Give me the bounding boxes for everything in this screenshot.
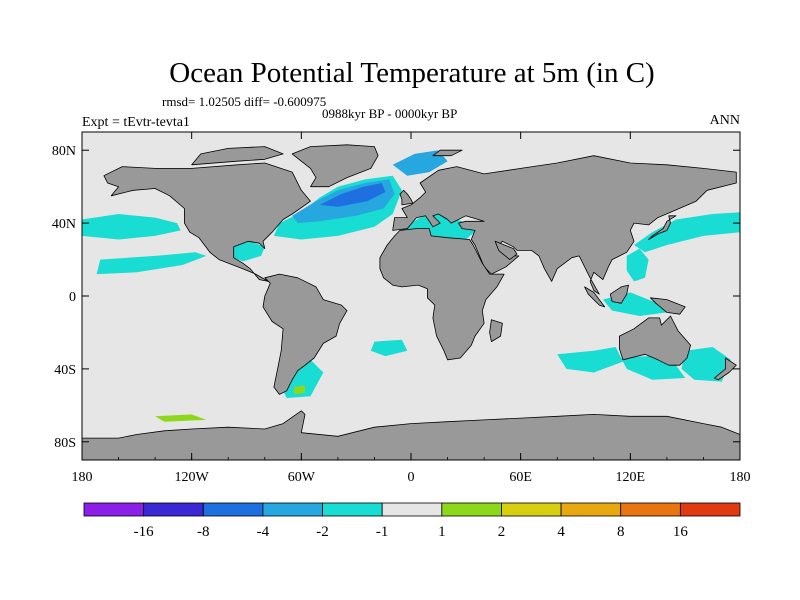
x-tick-label: 180: [730, 470, 751, 485]
anomaly-gulf-mexico: [233, 241, 265, 262]
land-north-america: [103, 162, 311, 282]
colorbar-swatch: [560, 502, 622, 517]
land-canadian-arctic: [191, 146, 284, 166]
x-tick-label: 60E: [509, 470, 532, 485]
anomaly-west-pacific: [626, 248, 649, 282]
colorbar-label: -1: [376, 524, 389, 540]
anomaly-south-atlantic: [370, 339, 408, 357]
land-new-zealand: [714, 357, 737, 381]
land-britain: [399, 189, 414, 206]
x-axis: 180 120W 60W 0 60E 120E 180: [72, 132, 751, 485]
anomaly-ross-green: [155, 414, 207, 422]
anomaly-nordic-seas: [392, 150, 448, 176]
y-axis: 80N 40N 0 40S 80S: [52, 144, 740, 451]
colorbar: -16 -8 -4 -2 -1 1 2 4 8 16: [83, 502, 741, 540]
land-new-guinea: [650, 297, 686, 315]
land-antarctica: [81, 410, 741, 461]
anomaly-labrador-deep: [319, 183, 386, 207]
colorbar-label: -8: [197, 524, 210, 540]
land-svalbard: [432, 149, 463, 157]
colorbar-label: 2: [498, 524, 506, 540]
y-tick-label: 80S: [54, 436, 76, 451]
anomaly-east-indian: [557, 347, 623, 373]
y-tick-label: 80N: [52, 144, 76, 159]
colorbar-swatch: [143, 502, 204, 517]
anomaly-north-pacific-band: [82, 214, 181, 240]
land-africa: [379, 228, 505, 361]
land-japan: [648, 215, 677, 240]
land-eurasia: [392, 155, 737, 295]
subtitle-label: 0988kyr BP - 0000kyr BP: [322, 106, 457, 121]
colorbar-label: -4: [257, 524, 270, 540]
land-australia: [619, 315, 691, 366]
colorbar-label: 4: [557, 524, 565, 540]
colorbar-swatch: [202, 502, 264, 517]
land-south-america: [262, 273, 348, 395]
map-plot-area: [81, 131, 741, 461]
experiment-label: Expt = tEvtr-tevta1: [82, 115, 190, 130]
chart-title: Ocean Potential Temperature at 5m (in C): [169, 57, 654, 89]
x-tick-label: 120W: [175, 470, 210, 485]
anomaly-south-australia: [621, 356, 686, 380]
colorbar-swatch: [83, 502, 145, 517]
colorbar-swatch: [679, 502, 741, 517]
x-tick-label: 180: [72, 470, 93, 485]
season-label: ANN: [710, 113, 740, 128]
x-tick-label: 0: [408, 470, 415, 485]
y-tick-label: 40S: [54, 363, 76, 378]
anomaly-kuroshio: [634, 212, 740, 253]
anomaly-argentina-green: [294, 385, 305, 395]
colorbar-label: -16: [134, 524, 154, 540]
land-arabia-gulf-islands: [494, 240, 518, 261]
y-tick-label: 40N: [52, 217, 76, 232]
x-tick-label: 120E: [616, 470, 646, 485]
colorbar-label: -2: [316, 524, 329, 540]
colorbar-label: 8: [617, 524, 625, 540]
land-madagascar: [489, 319, 503, 343]
anomaly-east-pacific-band: [96, 252, 207, 275]
x-tick-label: 60W: [288, 470, 316, 485]
colorbar-swatch: [501, 502, 562, 517]
stats-label: rmsd= 1.02505 diff= -0.600975: [162, 94, 326, 109]
land-layer: [81, 144, 741, 461]
colorbar-swatch: [441, 502, 502, 517]
y-tick-label: 0: [69, 290, 76, 305]
colorbar-swatch: [381, 502, 443, 517]
colorbar-swatch: [262, 502, 323, 517]
colorbar-swatch: [620, 502, 681, 517]
land-greenland: [291, 144, 379, 188]
colorbar-label: 1: [438, 524, 446, 540]
colorbar-swatch: [322, 502, 383, 517]
land-borneo: [609, 284, 629, 304]
anomaly-tasman: [681, 347, 731, 382]
colorbar-label: 16: [673, 524, 689, 540]
land-sumatra: [584, 286, 606, 308]
